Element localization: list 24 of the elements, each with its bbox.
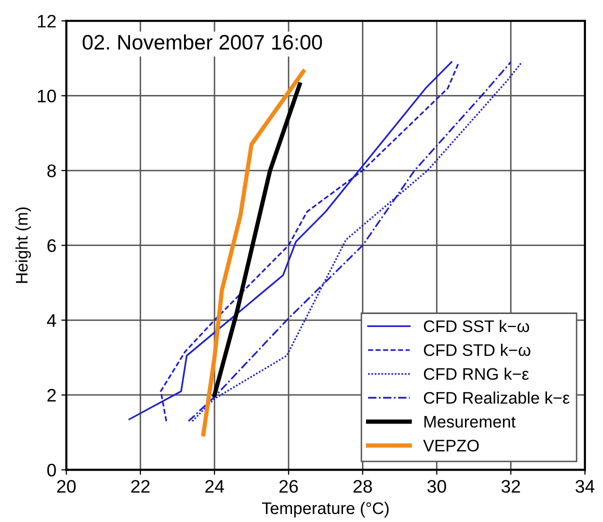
- legend-label: Mesurement: [424, 416, 516, 428]
- x-tick-label: 22: [131, 480, 150, 493]
- x-tick-label: 20: [57, 480, 76, 493]
- legend-label: CFD SST k−ω: [424, 320, 530, 332]
- y-tick-label: 4: [46, 314, 56, 327]
- x-tick-label: 26: [279, 480, 298, 493]
- x-axis-title: Temperature (°C): [262, 502, 389, 518]
- annotation: 02. November 2007 16:00: [82, 34, 322, 50]
- legend-label: CFD Realizable k−ε: [424, 392, 570, 404]
- y-tick-label: 12: [38, 14, 56, 28]
- y-tick-label: 10: [38, 90, 56, 102]
- y-axis-title: Height (m): [15, 207, 31, 283]
- legend-label: VEPZO: [423, 440, 479, 452]
- y-tick-label: 0: [47, 464, 56, 477]
- y-tick-label: 6: [47, 239, 56, 252]
- legend-label: CFD STD k−ω: [424, 344, 530, 356]
- x-tick-label: 34: [576, 480, 594, 493]
- x-tick-label: 32: [501, 480, 520, 493]
- x-tick-label: 28: [354, 480, 372, 493]
- y-tick-label: 2: [47, 388, 56, 402]
- y-tick-label: 8: [47, 164, 56, 178]
- x-tick-label: 24: [205, 480, 224, 493]
- legend-label: CFD RNG k−ε: [424, 368, 529, 380]
- x-tick-label: 30: [427, 480, 446, 493]
